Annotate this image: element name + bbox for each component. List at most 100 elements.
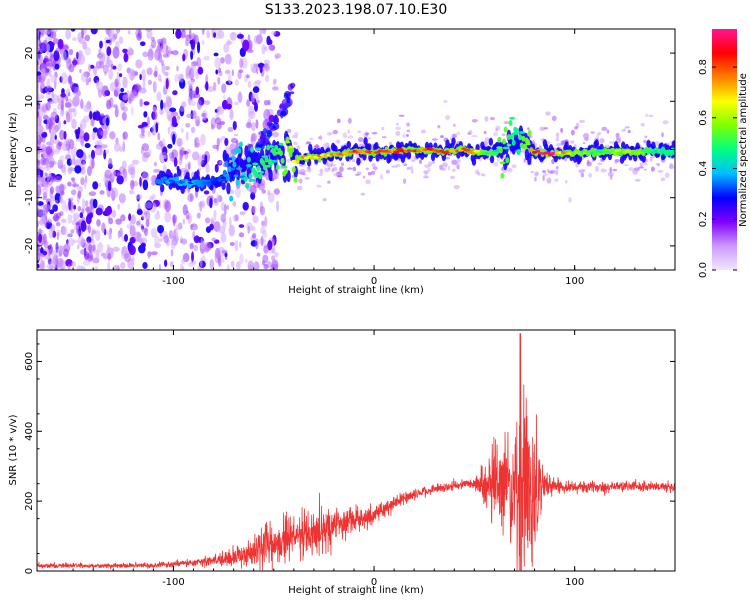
- ridge-band: [511, 139, 516, 146]
- noise-blob: [80, 220, 87, 232]
- noise-blob: [259, 62, 263, 74]
- noise-blob: [85, 200, 89, 208]
- noise-blob: [43, 240, 49, 249]
- noise-blob: [57, 141, 63, 147]
- faint-blob: [570, 140, 575, 144]
- noise-blob: [46, 50, 50, 56]
- faint-blob: [539, 126, 545, 131]
- colorbar-tick-label: 0.2: [698, 211, 709, 227]
- noise-blob: [37, 126, 45, 134]
- faint-blob: [511, 164, 517, 169]
- colorbar-tick-label: 0.8: [698, 59, 709, 75]
- noise-blob: [39, 215, 47, 227]
- noise-blob: [230, 32, 237, 37]
- noise-blob: [67, 92, 71, 97]
- noise-blob: [63, 130, 67, 140]
- ridge-core: [509, 116, 516, 120]
- diagonal-blob: [286, 102, 292, 107]
- snr-frame: [36, 329, 676, 572]
- ridge-core: [506, 143, 512, 147]
- noise-blob: [204, 217, 211, 224]
- noise-blob: [101, 222, 106, 233]
- faint-blob: [261, 189, 267, 194]
- noise-blob: [50, 111, 58, 121]
- noise-blob: [77, 190, 82, 199]
- noise-blob: [130, 179, 135, 190]
- noise-blob: [234, 214, 239, 222]
- noise-blob: [181, 258, 186, 264]
- faint-blob: [555, 143, 562, 147]
- ridge-band: [288, 151, 293, 158]
- colorbar-tick-label: 0.0: [698, 262, 709, 278]
- faint-blob: [643, 139, 647, 144]
- noise-blob: [143, 211, 148, 216]
- noise-blob: [218, 160, 222, 165]
- noise-blob: [123, 52, 129, 63]
- noise-blob: [92, 181, 99, 190]
- colorbar-tick-label: 0.4: [698, 161, 709, 177]
- noise-blob: [77, 53, 86, 65]
- noise-blob: [49, 67, 52, 78]
- faint-blob: [554, 169, 559, 176]
- ridge-core: [255, 147, 262, 151]
- noise-blob: [49, 176, 57, 183]
- noise-blob: [223, 206, 226, 213]
- noise-blob: [48, 122, 52, 134]
- noise-blob: [96, 81, 104, 92]
- noise-blob: [113, 142, 121, 152]
- snr-y-tick-label: 200: [24, 492, 35, 511]
- noise-blob: [60, 99, 64, 111]
- noise-blob: [128, 245, 136, 256]
- noise-blob: [59, 129, 65, 141]
- noise-blob: [151, 193, 156, 199]
- faint-blob: [323, 167, 330, 173]
- ridge-core: [265, 164, 271, 168]
- noise-blob: [256, 99, 260, 104]
- noise-blob: [247, 110, 256, 120]
- noise-blob: [192, 93, 201, 99]
- noise-blob: [83, 115, 90, 124]
- noise-blob: [271, 255, 275, 262]
- noise-blob: [139, 237, 148, 245]
- faint-blob: [483, 130, 487, 135]
- noise-blob: [143, 101, 150, 106]
- faint-blob: [304, 176, 310, 180]
- faint-blob: [395, 126, 402, 130]
- noise-blob: [150, 176, 155, 183]
- noise-blob: [37, 71, 42, 76]
- noise-blob: [168, 152, 174, 159]
- ridge-band: [505, 157, 510, 164]
- faint-blob: [541, 170, 547, 173]
- ridge-band: [275, 164, 280, 171]
- faint-blob: [632, 169, 639, 175]
- faint-blob: [365, 179, 371, 185]
- noise-blob: [99, 61, 105, 69]
- faint-blob: [551, 115, 557, 122]
- faint-blob: [530, 170, 535, 174]
- noise-blob: [67, 213, 73, 224]
- faint-blob: [639, 162, 644, 167]
- ridge-core: [245, 164, 252, 167]
- noise-blob: [261, 260, 266, 266]
- ridge-core: [252, 162, 259, 166]
- noise-blob: [164, 211, 172, 223]
- colorbar-tick-label: 0.6: [698, 110, 709, 126]
- noise-blob: [61, 72, 68, 85]
- noise-blob: [53, 50, 60, 62]
- noise-blob: [118, 73, 123, 78]
- noise-blob: [65, 95, 69, 102]
- noise-blob: [263, 222, 267, 228]
- noise-blob: [124, 233, 129, 242]
- noise-blob: [150, 39, 157, 49]
- noise-blob: [178, 156, 183, 166]
- faint-blob: [628, 167, 634, 171]
- noise-blob: [253, 35, 259, 44]
- noise-blob: [37, 185, 42, 198]
- ridge-core: [220, 176, 226, 180]
- noise-blob: [139, 87, 147, 94]
- ridge-core: [670, 151, 675, 154]
- snr-background: [37, 330, 675, 571]
- noise-blob: [259, 29, 263, 36]
- diagonal-blob: [264, 137, 269, 144]
- noise-blob: [116, 175, 124, 185]
